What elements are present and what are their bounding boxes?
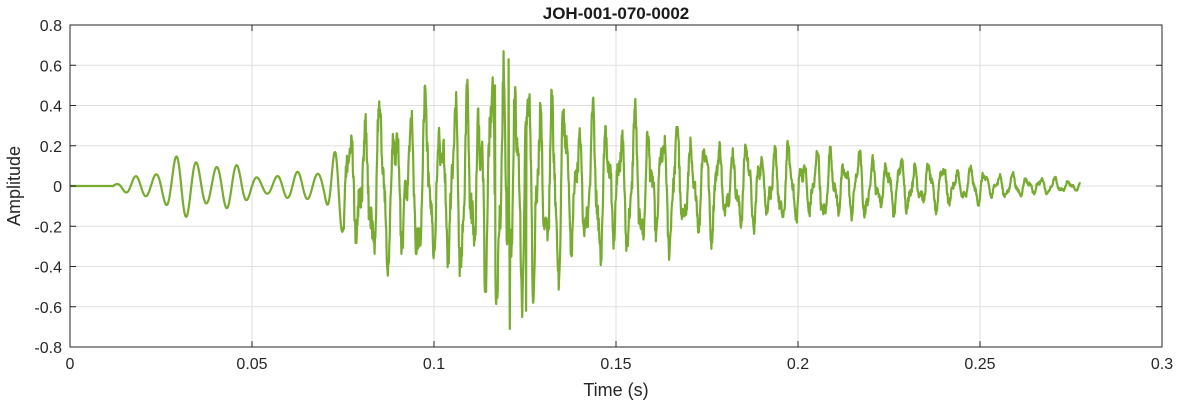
x-tick-label: 0 bbox=[66, 356, 75, 373]
y-tick-label: -0.8 bbox=[34, 340, 62, 357]
x-tick-label: 0.15 bbox=[600, 356, 631, 373]
y-tick-label: -0.6 bbox=[34, 300, 62, 317]
y-tick-label: -0.2 bbox=[34, 219, 62, 236]
chart-title: JOH-001-070-0002 bbox=[543, 4, 689, 23]
y-tick-label: -0.4 bbox=[34, 260, 62, 277]
grid bbox=[70, 25, 1162, 347]
y-tick-label: 0.2 bbox=[40, 139, 62, 156]
x-tick-label: 0.25 bbox=[964, 356, 995, 373]
y-axis-label: Amplitude bbox=[4, 146, 24, 226]
y-tick-label: 0.8 bbox=[40, 18, 62, 35]
waveform-series-line bbox=[69, 50, 1082, 330]
x-tick-label: 0.2 bbox=[787, 356, 809, 373]
y-tick-label: 0.6 bbox=[40, 58, 62, 75]
x-tick-label: 0.1 bbox=[423, 356, 445, 373]
y-tick-label: 0 bbox=[53, 179, 62, 196]
x-tick-label: 0.05 bbox=[236, 356, 267, 373]
x-axis-label: Time (s) bbox=[583, 380, 648, 400]
series-layer bbox=[69, 50, 1082, 330]
x-tick-label: 0.3 bbox=[1151, 356, 1173, 373]
y-tick-label: 0.4 bbox=[40, 99, 62, 116]
ticks: 0 0.05 0.1 0.15 0.2 0.25 0.3 0.8 0.6 0.4 0.2 0 -0.2 -… bbox=[34, 18, 1173, 373]
